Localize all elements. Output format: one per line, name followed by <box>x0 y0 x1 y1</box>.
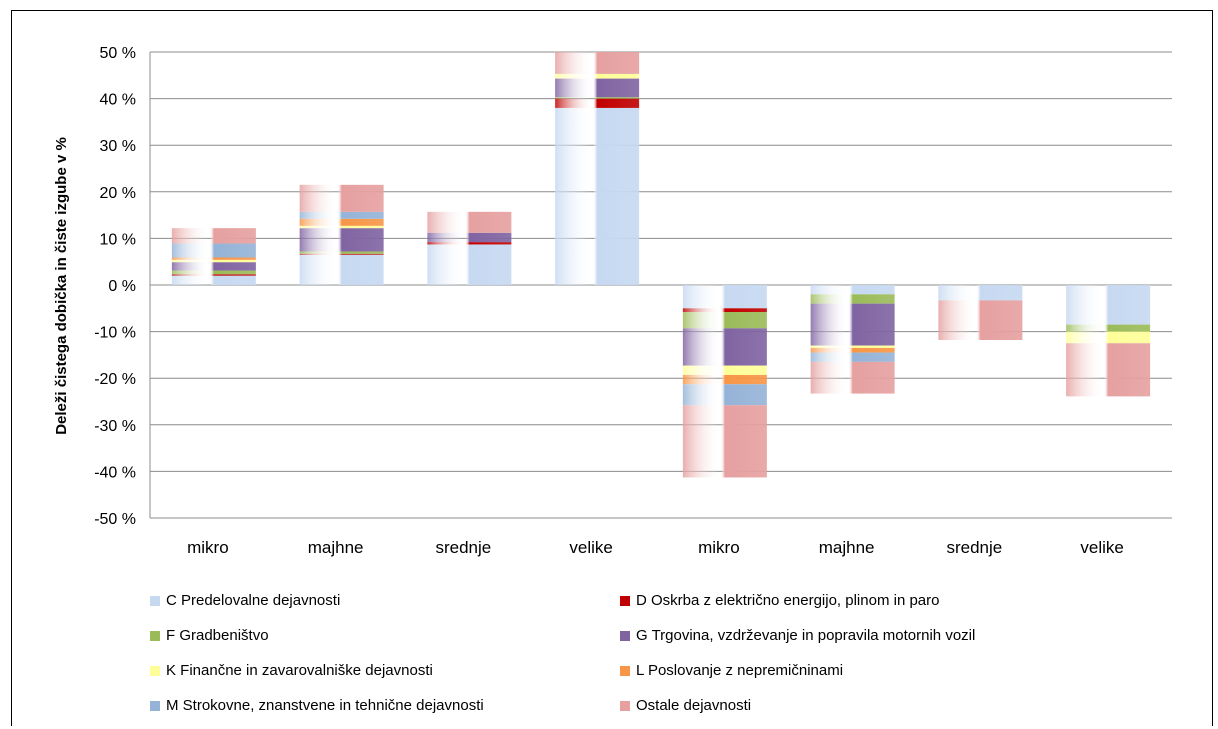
legend-swatch <box>620 595 630 606</box>
bar-segment <box>555 107 640 285</box>
bar-segment <box>682 328 767 366</box>
bar-segment <box>810 361 895 394</box>
legend-swatch <box>150 630 160 641</box>
bar-segment <box>810 285 895 295</box>
y-tick-label: -20 % <box>94 371 136 388</box>
bar-segment <box>555 97 640 99</box>
x-category-label: mikro <box>698 538 740 557</box>
bar-segment <box>682 374 767 385</box>
x-category-label: majhne <box>819 538 875 557</box>
bar-segment <box>938 300 1023 340</box>
legend-item: L Poslovanje z nepremičninami <box>620 662 843 679</box>
bar-segment <box>682 312 767 329</box>
legend-label: F Gradbeništvo <box>166 627 269 644</box>
legend-label: D Oskrba z električno energijo, plinom i… <box>636 592 940 609</box>
legend-item: D Oskrba z električno energijo, plinom i… <box>620 592 939 609</box>
bar-segment <box>810 347 895 353</box>
bar-segment <box>810 294 895 304</box>
legend-label: L Poslovanje z nepremičninami <box>636 662 844 679</box>
y-tick-label: -10 % <box>94 325 136 342</box>
bar-segment <box>1066 343 1151 397</box>
legend-swatch <box>620 665 630 676</box>
bar-segment <box>171 257 256 260</box>
legend-item: K Finančne in zavarovalniške dejavnosti <box>150 662 433 679</box>
x-category-label: velike <box>1080 538 1123 557</box>
y-tick-labels: 50 % 40 % 30 % 20 % 10 % 0 % -10 % -20 % -30 % -4… <box>94 45 136 528</box>
bar-segment <box>427 244 512 285</box>
x-category-label: majhne <box>308 538 364 557</box>
bar-segment <box>171 270 256 275</box>
bar-segment <box>810 345 895 348</box>
bar-segment <box>1066 285 1151 325</box>
bar-segment <box>171 274 256 276</box>
y-tick-label: 40 % <box>100 92 136 109</box>
bar-segment <box>171 262 256 271</box>
bar-segment <box>299 218 384 226</box>
legend-swatch <box>620 700 630 711</box>
legend-item: G Trgovina, vzdrževanje in popravila mot… <box>620 627 975 644</box>
bar-segment <box>938 285 1023 301</box>
bar-segment <box>682 405 767 478</box>
x-category-label: srednje <box>435 538 491 557</box>
bar-segment <box>555 78 640 98</box>
bars <box>171 52 1151 478</box>
legend-swatch <box>150 665 160 676</box>
bar-segment <box>299 251 384 254</box>
y-tick-label: 20 % <box>100 185 136 202</box>
y-tick-label: -40 % <box>94 464 136 481</box>
bar-segment <box>682 285 767 309</box>
x-category-label: srednje <box>946 538 1002 557</box>
bar-segment <box>682 384 767 406</box>
legend-swatch <box>150 700 160 711</box>
bar-segment <box>682 308 767 313</box>
y-tick-label: 10 % <box>100 231 136 248</box>
bar-segment <box>171 259 256 263</box>
bar-segment <box>299 253 384 255</box>
legend-swatch <box>620 630 630 641</box>
bar-segment <box>1066 324 1151 332</box>
y-tick-label: 30 % <box>100 138 136 155</box>
bar-segment <box>427 242 512 245</box>
x-category-labels: mikro majhne srednje velike mikro majhne sredn… <box>187 538 1124 557</box>
x-category-label: mikro <box>187 538 229 557</box>
legend-item: Ostale dejavnosti <box>620 697 751 714</box>
bar-segment <box>299 225 384 229</box>
legend-item: C Predelovalne dejavnosti <box>150 592 340 609</box>
y-tick-label: 50 % <box>100 45 136 62</box>
bar-segment <box>555 98 640 108</box>
bar-segment <box>299 211 384 219</box>
bar-segment <box>171 243 256 258</box>
legend-label: G Trgovina, vzdrževanje in popravila mot… <box>636 627 976 644</box>
legend-item: M Strokovne, znanstvene in tehnične deja… <box>150 697 484 714</box>
x-category-label: velike <box>569 538 612 557</box>
y-tick-label: 0 % <box>108 278 136 295</box>
y-axis-label: Deleži čistega dobička in čiste izgube v… <box>53 137 70 435</box>
bar-segment <box>171 228 256 244</box>
bar-segment <box>299 228 384 252</box>
y-tick-label: -30 % <box>94 418 136 435</box>
bar-segment <box>810 352 895 362</box>
bar-segment <box>299 254 384 285</box>
bar-segment <box>299 184 384 212</box>
bar-segment <box>427 232 512 243</box>
legend-label: Ostale dejavnosti <box>636 697 752 714</box>
chart-frame <box>11 10 1213 726</box>
bar-segment <box>1066 331 1151 344</box>
bar-segment <box>427 211 512 233</box>
legend-label: K Finančne in zavarovalniške dejavnosti <box>166 662 433 679</box>
legend-label: C Predelovalne dejavnosti <box>166 592 341 609</box>
bar-segment <box>555 73 640 79</box>
bar-segment <box>171 275 256 285</box>
bar-segment <box>555 52 640 74</box>
bar-segment <box>682 365 767 375</box>
legend-swatch <box>150 595 160 606</box>
y-tick-label: -50 % <box>94 511 136 528</box>
legend-label: M Strokovne, znanstvene in tehnične deja… <box>166 697 484 714</box>
bar-segment <box>810 303 895 346</box>
legend-item: F Gradbeništvo <box>150 627 269 644</box>
